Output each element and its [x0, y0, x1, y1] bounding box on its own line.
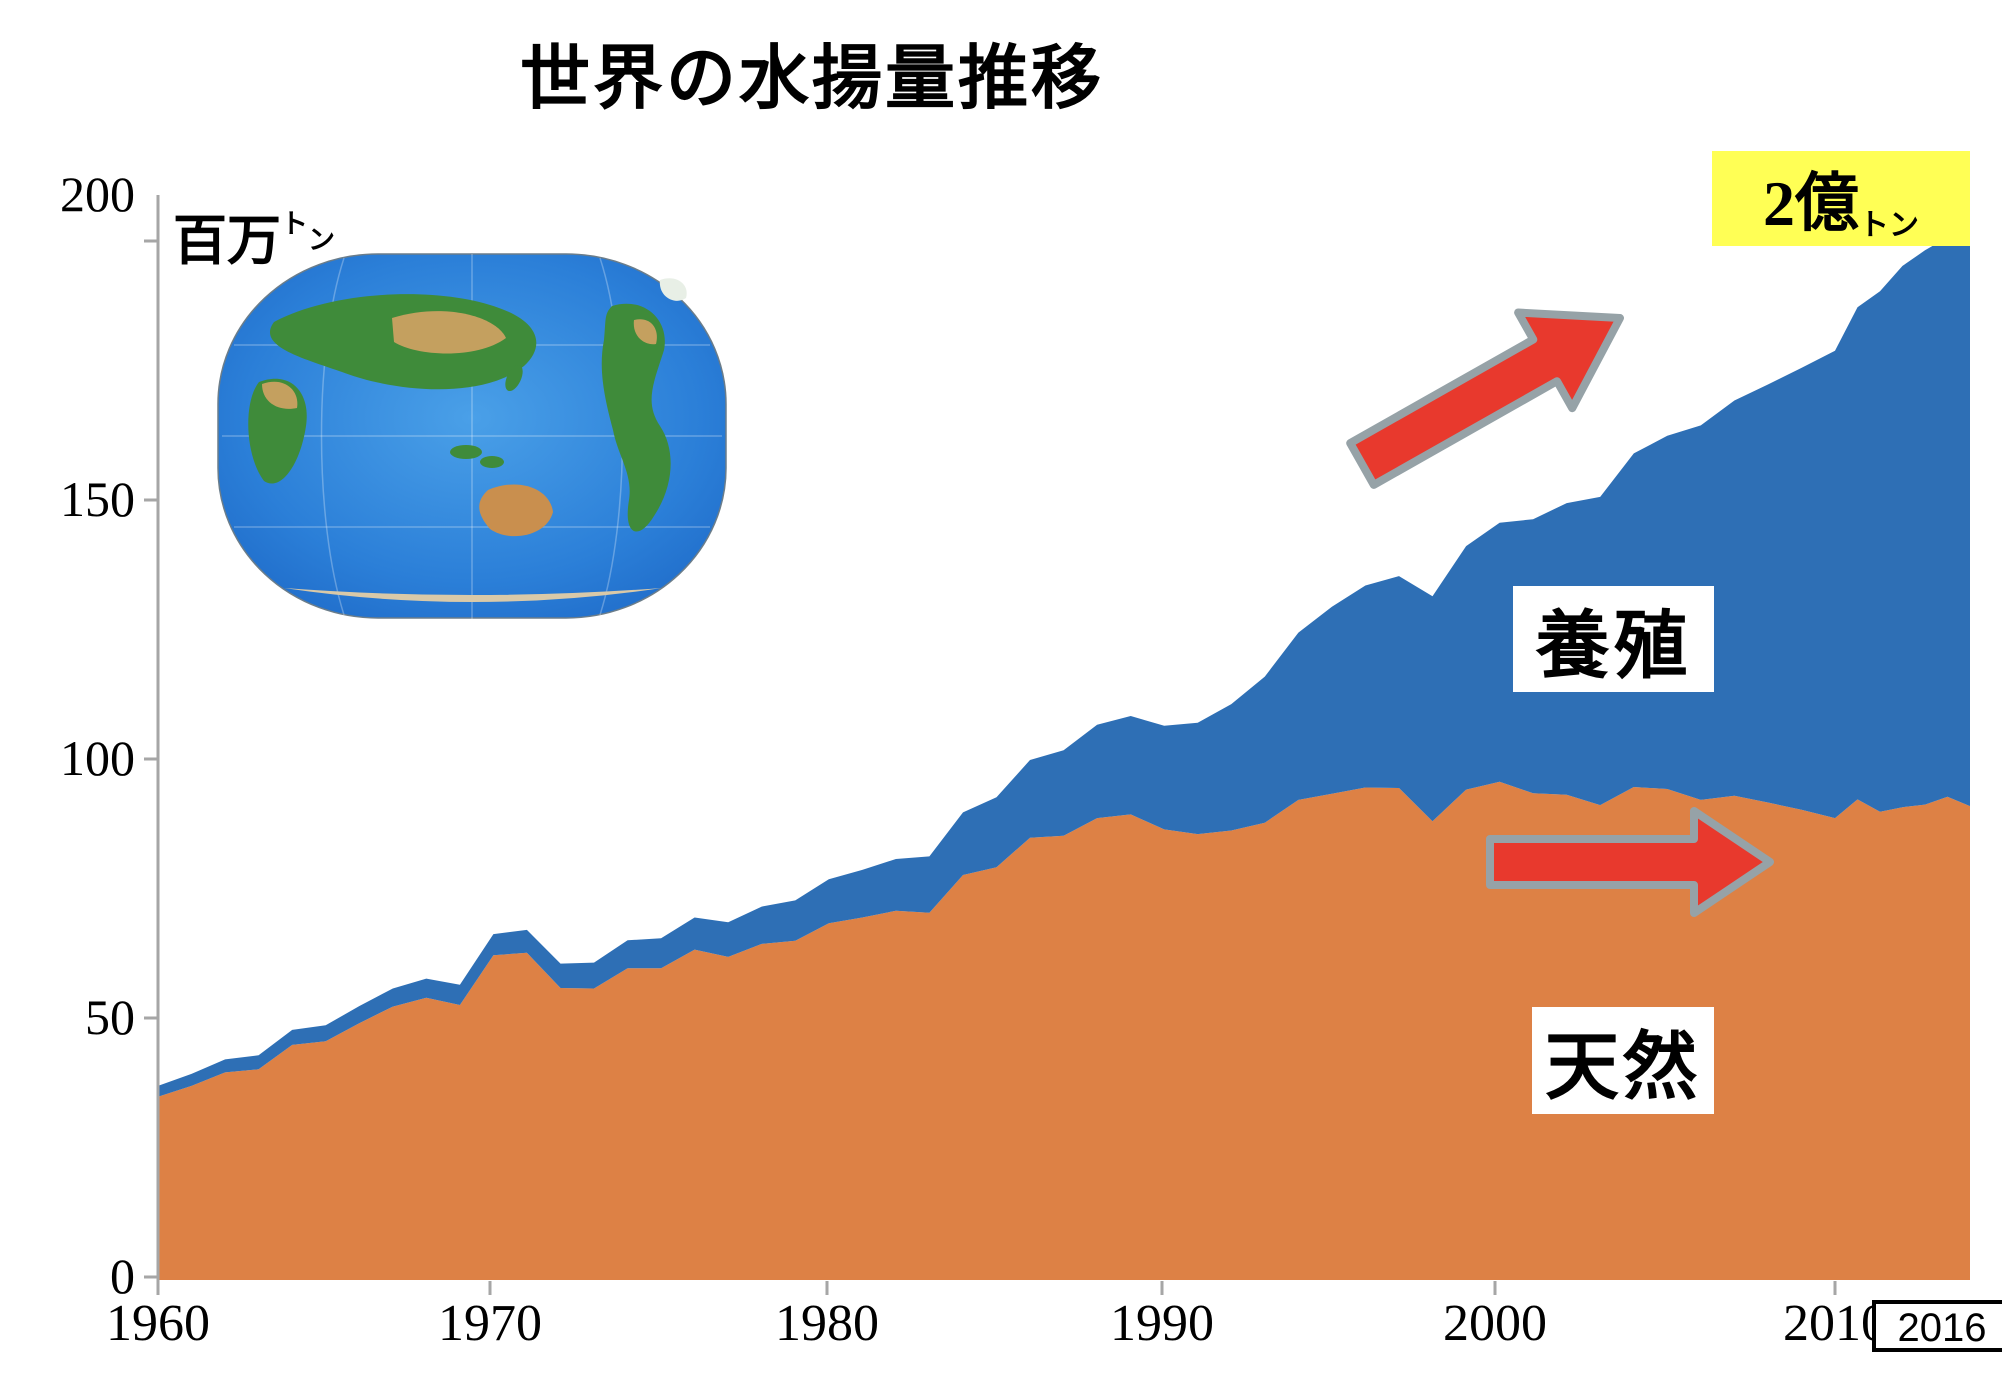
axis-tick-marks — [144, 239, 1837, 1295]
callout-main: 2億 — [1763, 168, 1859, 239]
total-200m-ton-callout: 2億トン — [1712, 151, 1970, 246]
wild-series-label: 天然 — [1532, 1007, 1714, 1114]
x-tick-label-1960: 1960 — [106, 1295, 210, 1352]
wild-catch-area — [158, 781, 1970, 1280]
world-map-image — [214, 250, 730, 623]
unit-sup-n: ン — [308, 225, 335, 255]
x-tick-label-1980: 1980 — [775, 1295, 879, 1352]
wild-label-text: 天然 — [1545, 1027, 1701, 1109]
y-tick-label-100: 100 — [60, 730, 135, 786]
aquaculture-label-text: 養殖 — [1535, 605, 1692, 688]
callout-sup-to: ト — [1859, 209, 1889, 242]
x-tick-label-2010: 2010 — [1783, 1295, 1887, 1352]
wild-flat-arrow-icon — [1486, 807, 1774, 917]
y-axis-unit-label: 百万トン — [173, 196, 335, 275]
x-tick-label-2000: 2000 — [1443, 1295, 1547, 1352]
x-tick-label-1970: 1970 — [438, 1295, 542, 1352]
callout-sup-n: ン — [1889, 209, 1919, 242]
aquaculture-series-label: 養殖 — [1513, 586, 1714, 692]
world-map-graphic — [217, 253, 727, 619]
x-tick-label-1990: 1990 — [1110, 1295, 1214, 1352]
aquaculture-growth-arrow-icon — [1346, 308, 1624, 489]
unit-main: 百万 — [173, 211, 281, 271]
y-tick-label-150: 150 — [60, 471, 135, 527]
end-label-text: 2016 — [1897, 1306, 1987, 1350]
y-tick-label-0: 0 — [110, 1248, 135, 1304]
chart-title: 世界の水揚量推移 — [520, 41, 1104, 118]
unit-sup-to: ト — [281, 209, 308, 239]
y-tick-label-200: 200 — [60, 166, 135, 222]
y-tick-label-50: 50 — [85, 989, 135, 1045]
x-axis-end-label-2016: 2016 — [1872, 1300, 2002, 1352]
